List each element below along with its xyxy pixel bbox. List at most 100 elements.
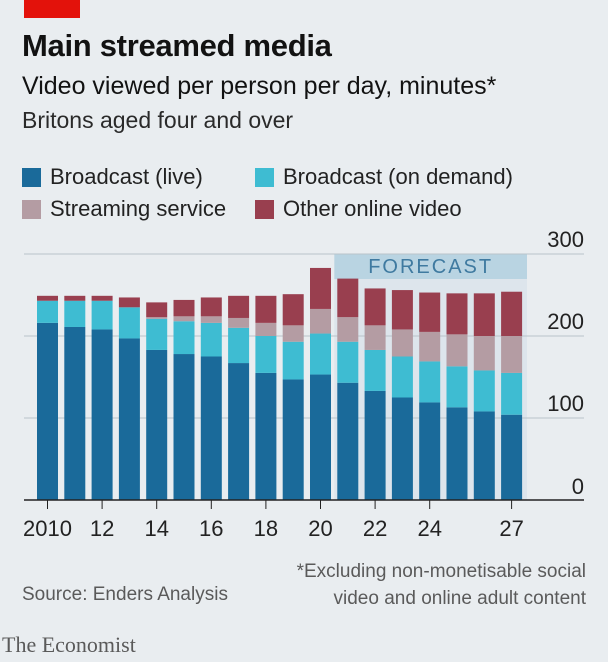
bar-segment	[446, 334, 468, 367]
bar-segment	[501, 291, 523, 336]
bar-segment	[310, 308, 331, 334]
bar-segment	[173, 316, 195, 322]
bar-segment	[337, 382, 359, 500]
legend-item-streaming-service: Streaming service	[22, 196, 226, 222]
bar-segment	[310, 374, 331, 500]
bar-segment	[64, 300, 86, 327]
bar-segment	[200, 322, 222, 357]
bar-segment	[337, 278, 359, 318]
bar-segment	[473, 411, 495, 500]
bar-segment	[37, 322, 58, 500]
footnote: *Excluding non-monetisable social video …	[246, 558, 586, 612]
bar-segment	[364, 288, 386, 326]
legend-item-broadcast-live: Broadcast (live)	[22, 164, 203, 190]
x-tick-label: 24	[417, 516, 441, 541]
legend-swatch	[22, 167, 41, 187]
bar-segment	[146, 349, 168, 500]
bar-segment	[173, 299, 195, 317]
bar-segment	[391, 397, 413, 500]
x-tick-label: 16	[199, 516, 223, 541]
bar-segment	[364, 325, 386, 350]
publisher-brand: The Economist	[2, 632, 136, 657]
bar-segment	[419, 331, 441, 362]
bar-segment	[419, 361, 441, 403]
bar-segment	[419, 292, 441, 332]
x-tick-label: 2010	[23, 516, 72, 541]
bar-segment	[364, 349, 386, 391]
forecast-label: FORECAST	[368, 256, 493, 278]
x-tick-label: 27	[499, 516, 523, 541]
bar-segment	[282, 379, 304, 500]
x-tick-label: 18	[254, 516, 278, 541]
stacked-bar-chart: FORECAST 0 100 200 300 2010 12 14 16 18 20 22 24 27	[23, 230, 584, 541]
bar-segment	[200, 356, 222, 500]
bar-segment	[446, 407, 468, 500]
bar-segment	[446, 293, 468, 335]
bar-segment	[228, 363, 250, 500]
bar-segment	[255, 372, 277, 500]
y-tick-label: 300	[547, 230, 584, 252]
bar-segment	[91, 300, 113, 330]
legend-swatch	[255, 167, 274, 187]
legend-item-other-online-video: Other online video	[255, 196, 462, 222]
bar-segment	[501, 336, 523, 373]
bar-segment	[255, 336, 277, 373]
bar-segment	[282, 294, 304, 326]
bar-segment	[228, 317, 250, 328]
bar-segment	[255, 295, 277, 323]
chart-subtitle-population: Britons aged four and over	[22, 107, 294, 133]
bar-segment	[501, 372, 523, 415]
x-tick-label: 22	[363, 516, 387, 541]
x-tick-label: 20	[308, 516, 332, 541]
legend-label: Broadcast (on demand)	[283, 164, 513, 189]
bar-segment	[146, 302, 168, 318]
legend-swatch	[255, 199, 274, 219]
bar-segment	[146, 317, 168, 319]
bar-segment	[91, 295, 113, 301]
bar-segment	[282, 341, 304, 380]
bar-segment	[337, 317, 359, 342]
bar-segment	[473, 336, 495, 371]
bar-segment	[391, 290, 413, 330]
bar-segment	[173, 354, 195, 500]
brand-red-tag	[24, 0, 80, 18]
bar-segment	[364, 390, 386, 500]
bar-segment	[118, 338, 140, 500]
bar-segment	[118, 307, 140, 339]
bar-segment	[91, 329, 113, 500]
chart-legend: Broadcast (live) Broadcast (on demand) S…	[22, 164, 592, 228]
forecast-label-background	[334, 254, 527, 279]
legend-item-broadcast-on-demand: Broadcast (on demand)	[255, 164, 513, 190]
bar-segment	[310, 267, 331, 309]
bar-segment	[173, 321, 195, 355]
bar-segment	[473, 293, 495, 336]
legend-label: Streaming service	[50, 196, 227, 221]
bar-segment	[200, 297, 222, 317]
legend-label: Other online video	[283, 196, 462, 221]
source-note: Source: Enders Analysis	[22, 584, 228, 605]
bar-segment	[64, 326, 86, 500]
legend-label: Broadcast (live)	[50, 164, 203, 189]
bar-segment	[146, 318, 168, 350]
legend-swatch	[22, 199, 41, 219]
bar-segment	[228, 327, 250, 364]
bar-segment	[337, 341, 359, 383]
x-tick-label: 14	[144, 516, 168, 541]
bar-segment	[37, 300, 58, 323]
y-tick-label: 0	[572, 474, 584, 499]
footnote-line: *Excluding non-monetisable social	[296, 561, 586, 582]
chart-subtitle: Video viewed per person per day, minutes…	[22, 72, 497, 100]
bar-segment	[64, 295, 86, 301]
bar-segment	[200, 316, 222, 323]
bar-segment	[37, 295, 58, 301]
y-tick-label: 100	[547, 391, 584, 416]
bar-segment	[391, 329, 413, 357]
bar-segment	[118, 297, 140, 308]
bar-segment	[419, 402, 441, 500]
bar-segment	[310, 333, 331, 375]
bar-segment	[473, 370, 495, 412]
chart-title: Main streamed media	[22, 28, 332, 63]
bar-segment	[501, 414, 523, 500]
x-tick-label: 12	[90, 516, 114, 541]
bar-segment	[255, 322, 277, 336]
